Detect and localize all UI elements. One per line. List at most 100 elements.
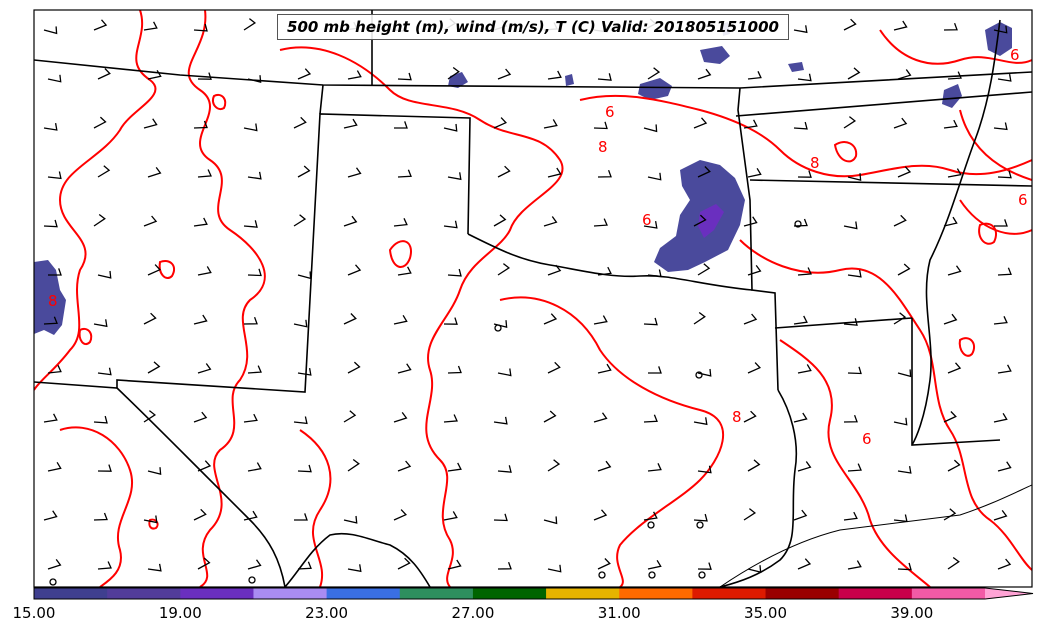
wind-barb — [497, 165, 511, 178]
wind-barb — [397, 363, 412, 374]
wind-barb — [147, 361, 161, 374]
wind-barb — [893, 20, 908, 31]
wind-barb — [597, 73, 612, 81]
wind-barb — [247, 365, 262, 374]
wind-barb — [547, 361, 561, 374]
wind-barb — [597, 460, 612, 472]
wind-barb — [143, 215, 158, 227]
wind-barb — [397, 557, 411, 570]
wind-barb — [793, 121, 808, 130]
contour-west-central — [187, 10, 266, 587]
wind-barb — [593, 121, 608, 130]
temperature-contours — [34, 10, 1032, 587]
wind-barb — [997, 461, 1012, 472]
wind-barb — [647, 67, 661, 80]
contour-ozarks — [739, 239, 1032, 571]
wind-barb — [893, 514, 908, 523]
wind-barb — [397, 72, 412, 81]
wind-barb — [897, 562, 912, 571]
wind-barb — [797, 267, 812, 276]
station-marker — [647, 521, 655, 529]
shade-ne-corner — [985, 22, 1012, 56]
colorbar-tick-label: 35.00 — [744, 604, 787, 622]
wind-barb — [143, 515, 158, 524]
wind-barb — [197, 266, 212, 276]
colorbar-tick-label: 19.00 — [159, 604, 202, 622]
wind-barb — [397, 460, 412, 472]
wind-barb — [994, 219, 1008, 227]
shade-oklahoma-core — [698, 204, 724, 238]
colorbar-segment — [399, 588, 474, 599]
wind-barb — [743, 508, 757, 521]
wind-barb — [543, 216, 558, 227]
wind-barb — [893, 214, 907, 227]
border-tx-la — [719, 389, 798, 587]
contour-label: 8 — [732, 408, 742, 426]
wind-barb — [243, 413, 258, 423]
border-red-river — [467, 233, 753, 291]
wind-barb — [593, 315, 608, 325]
map-title: 500 mb height (m), wind (m/s), T (C) Val… — [277, 14, 789, 40]
wind-barb — [697, 68, 712, 80]
wind-barb — [493, 416, 508, 425]
wind-barb — [97, 464, 112, 472]
contour-texas-south — [299, 429, 332, 587]
wind-barb — [547, 459, 561, 472]
wind-barb — [293, 214, 307, 227]
wind-barb — [543, 119, 558, 129]
contour-label: 6 — [1010, 46, 1020, 64]
wind-barb — [693, 214, 707, 227]
wind-barb — [893, 117, 908, 129]
wind-barb — [393, 218, 408, 227]
wind-barb — [793, 315, 808, 325]
wind-barb — [747, 71, 762, 80]
station-marker — [695, 371, 703, 379]
wind-barb — [843, 221, 858, 230]
shade-kansas-3 — [700, 46, 730, 64]
wind-barb — [943, 508, 957, 521]
wind-barb — [643, 317, 658, 326]
border-ok-ks — [319, 84, 324, 115]
wind-barb — [993, 316, 1008, 325]
station-markers — [49, 220, 802, 586]
wind-barb — [347, 564, 362, 573]
wind-barb — [893, 312, 907, 325]
contour-small-3 — [833, 141, 858, 163]
contour-small-6 — [78, 328, 93, 346]
wind-barb — [393, 314, 408, 325]
contour-texas-west — [59, 426, 133, 587]
contour-small-2 — [158, 260, 176, 280]
wind-barb — [297, 464, 312, 473]
wind-barb — [697, 263, 711, 276]
wind-barb — [347, 458, 360, 472]
wind-barb — [997, 364, 1012, 374]
wind-barb — [497, 68, 512, 80]
wind-barb — [843, 414, 858, 423]
shade-small-1 — [788, 62, 804, 72]
wind-barb — [93, 512, 108, 521]
wind-barb — [943, 411, 957, 423]
wind-barb — [947, 168, 962, 178]
contour-small-1 — [388, 240, 412, 268]
wind-barb — [193, 23, 208, 32]
wind-barb — [247, 75, 262, 83]
wind-barb — [47, 559, 62, 570]
wind-barb — [943, 22, 958, 31]
wind-barb — [297, 367, 312, 376]
colorbar-outline — [33, 587, 1034, 600]
wind-barb — [643, 414, 658, 423]
border-ar-la — [774, 317, 913, 329]
wind-barb — [447, 559, 462, 570]
wind-barb — [597, 558, 611, 570]
wind-barb — [947, 71, 962, 80]
wind-barb — [747, 565, 762, 573]
station-marker — [698, 571, 706, 579]
wind-barb — [293, 319, 308, 328]
wind-barb — [947, 556, 960, 570]
contour-label: 6 — [642, 211, 652, 229]
wind-barb — [747, 459, 761, 472]
wind-barb — [93, 415, 108, 424]
wind-barb — [547, 70, 562, 80]
station-marker — [49, 578, 57, 586]
wind-barb — [897, 263, 911, 276]
